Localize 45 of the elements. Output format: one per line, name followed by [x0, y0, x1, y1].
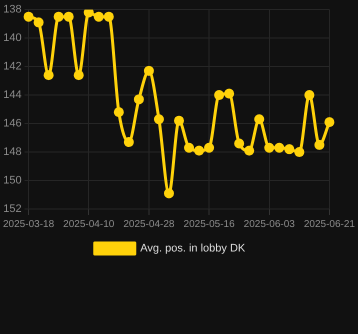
- y-tick-label: 152: [3, 203, 22, 216]
- x-tick-label: 2025-04-28: [123, 218, 175, 230]
- point: [44, 70, 54, 80]
- y-tick-label: 148: [3, 146, 22, 158]
- point: [244, 146, 254, 156]
- point: [54, 12, 64, 22]
- point: [64, 12, 74, 22]
- point: [254, 114, 264, 124]
- point: [224, 88, 234, 99]
- point: [284, 144, 294, 154]
- x-tick-label: 2025-06-21: [304, 218, 356, 230]
- point: [294, 147, 304, 158]
- x-tick-label: 2025-05-16: [184, 218, 236, 230]
- point: [264, 142, 274, 153]
- point: [174, 116, 184, 126]
- point: [304, 90, 314, 100]
- y-tick-label: 138: [3, 4, 22, 16]
- point: [184, 142, 194, 153]
- x-tick-label: 2025-03-18: [3, 218, 55, 230]
- point: [234, 138, 244, 148]
- point: [154, 114, 164, 124]
- point: [214, 90, 224, 100]
- y-tick-label: 150: [3, 174, 22, 187]
- point: [144, 66, 154, 76]
- y-tick-label: 140: [3, 32, 22, 44]
- point: [94, 12, 104, 22]
- point: [114, 107, 124, 118]
- point: [134, 94, 144, 104]
- point: [194, 146, 204, 156]
- point: [104, 12, 114, 22]
- point: [124, 137, 134, 148]
- y-tick-label: 144: [3, 89, 22, 102]
- point: [204, 142, 214, 153]
- point: [74, 70, 84, 80]
- x-tick-label: 2025-04-10: [63, 218, 115, 230]
- y-tick-label: 142: [3, 60, 22, 73]
- point: [164, 188, 174, 198]
- legend-label: Avg. pos. in lobby DK: [140, 242, 246, 255]
- y-tick-label: 146: [3, 118, 22, 130]
- x-tick-label: 2025-06-03: [244, 218, 296, 230]
- point: [274, 142, 284, 153]
- point: [324, 117, 334, 128]
- point: [24, 12, 34, 22]
- point: [314, 140, 324, 150]
- point: [34, 17, 44, 28]
